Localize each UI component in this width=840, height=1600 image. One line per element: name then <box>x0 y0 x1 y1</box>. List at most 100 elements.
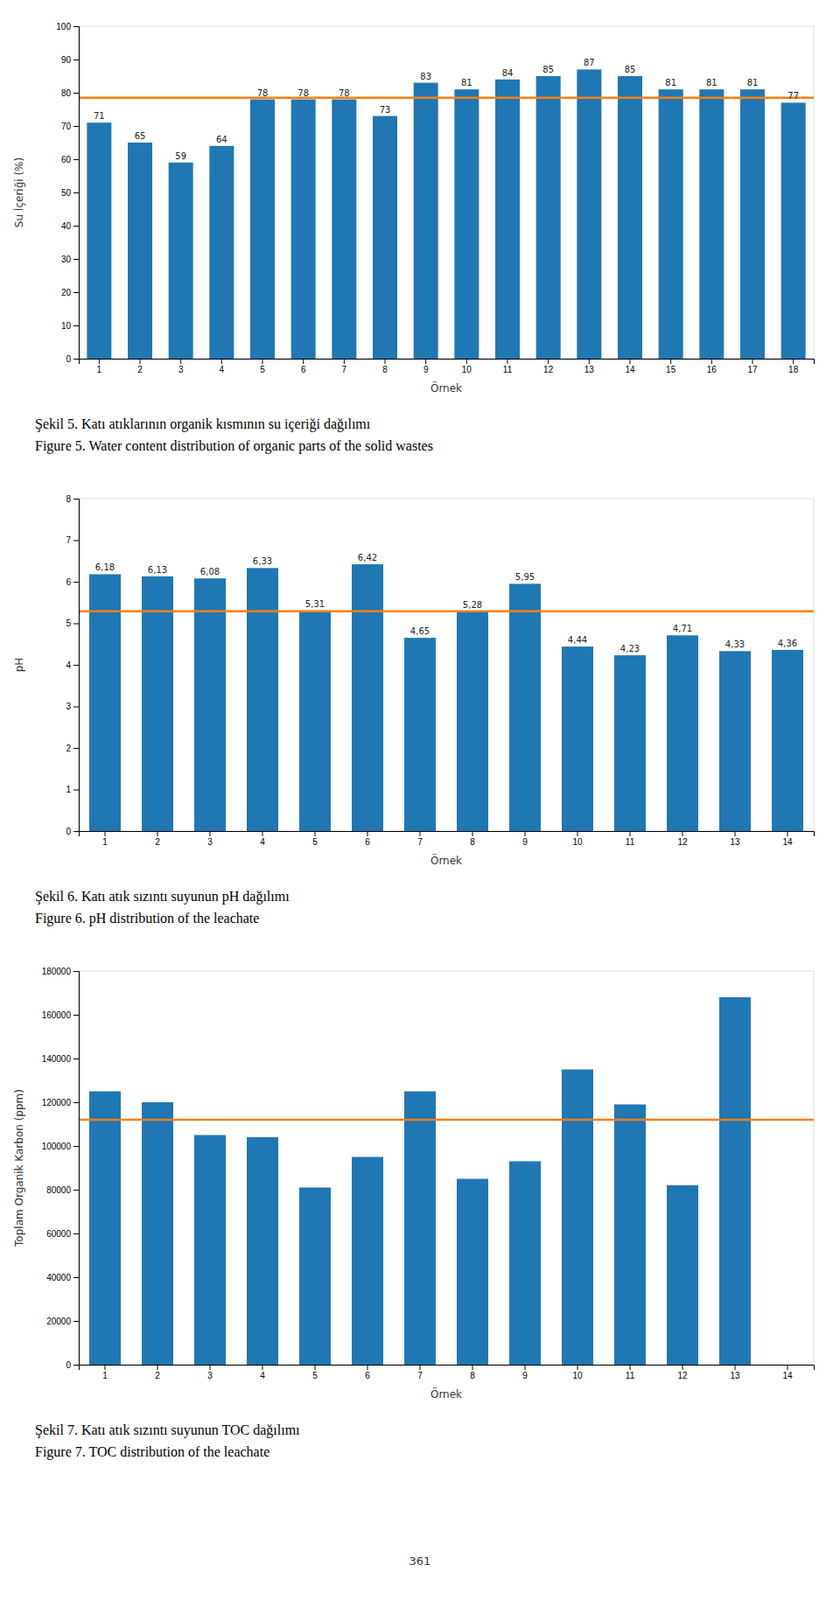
x-tick: 3 <box>207 1365 213 1381</box>
marks <box>78 564 814 832</box>
caption-title: Şekil 6. Katı atık sızıntı suyunun pH da… <box>35 889 290 905</box>
x-tick-label: 9 <box>522 1371 528 1381</box>
bar <box>250 99 275 359</box>
x-tick-mark <box>577 831 579 837</box>
bar <box>509 583 541 832</box>
data-label: 5,31 <box>305 599 325 609</box>
x-tick: 13 <box>584 358 595 375</box>
x-tick-mark <box>140 358 141 364</box>
x-tick: 5 <box>312 1365 318 1381</box>
x-tick-label: 13 <box>729 837 741 847</box>
data-label: 4,65 <box>410 626 430 637</box>
data-label: 4,23 <box>620 644 640 654</box>
x-tick: 9 <box>522 1365 528 1381</box>
y-tick: 0 <box>65 826 79 837</box>
x-tick-mark <box>630 358 631 364</box>
bar <box>719 651 751 832</box>
y-tick-label: 160000 <box>42 1010 72 1021</box>
x-tick: 7 <box>417 831 423 847</box>
data-label: 4,44 <box>567 635 588 645</box>
x-tick: 12 <box>677 831 688 847</box>
bar <box>771 650 804 832</box>
mean-line <box>78 609 814 613</box>
x-tick-label: 2 <box>154 1371 161 1381</box>
x-tick: 10 <box>462 358 473 375</box>
y-tick-mark <box>73 831 79 833</box>
x-tick-label: 16 <box>707 364 718 375</box>
bar <box>614 1105 646 1366</box>
axis-domain <box>79 1365 815 1372</box>
data-label: 64 <box>216 134 228 145</box>
y-tick-label: 0 <box>65 1360 71 1371</box>
x-tick-label: 5 <box>312 837 318 847</box>
axis-domain <box>79 832 815 838</box>
y-tick-label: 60000 <box>46 1229 71 1239</box>
y-tick-label: 3 <box>65 701 71 712</box>
y-tick-label: 100000 <box>42 1141 72 1152</box>
y-tick-label: 4 <box>65 660 71 671</box>
y-tick-mark <box>73 971 79 973</box>
x-tick: 14 <box>624 358 636 375</box>
y-axis: 012345678 <box>65 494 79 837</box>
axis-domain <box>73 499 80 833</box>
x-tick: 3 <box>207 831 213 847</box>
x-tick-label: 4 <box>259 837 266 847</box>
data-label: 77 <box>787 91 799 101</box>
y-tick-mark <box>73 581 79 583</box>
bar <box>740 89 765 359</box>
y-tick-mark <box>73 748 79 749</box>
data-label: 6,08 <box>200 567 220 577</box>
x-tick-mark <box>105 831 106 837</box>
x-tick: 9 <box>423 358 429 375</box>
x-tick-mark <box>262 1365 264 1371</box>
x-tick-label: 9 <box>522 837 528 847</box>
y-tick: 50 <box>61 188 79 198</box>
x-tick-mark <box>367 1365 369 1371</box>
x-tick-mark <box>682 1365 684 1371</box>
x-tick-label: 13 <box>729 1371 741 1381</box>
y-tick: 2 <box>65 743 79 754</box>
y-tick-mark <box>73 1146 79 1148</box>
x-tick-label: 11 <box>503 364 513 375</box>
y-tick-label: 0 <box>65 354 71 364</box>
data-label: 6,13 <box>147 565 168 575</box>
x-tick-mark <box>420 831 421 837</box>
y-tick-mark <box>73 26 79 28</box>
x-tick-mark <box>630 831 631 837</box>
bar <box>89 1092 121 1366</box>
x-tick: 1 <box>102 1365 108 1381</box>
y-tick: 160000 <box>42 1010 79 1021</box>
y-tick-mark <box>73 1058 79 1060</box>
x-tick: 10 <box>572 1365 583 1381</box>
x-tick-mark <box>157 1365 159 1371</box>
x-tick: 4 <box>219 358 225 375</box>
y-tick-mark <box>73 1277 79 1279</box>
data-label: 4,33 <box>725 639 745 650</box>
y-tick-mark <box>73 159 79 161</box>
bar <box>141 1102 174 1365</box>
bar <box>561 646 594 832</box>
page: 7165596478787873838184858785818181771234… <box>0 0 840 1600</box>
plot-frame <box>78 498 814 832</box>
y-tick-mark <box>73 1102 79 1104</box>
x-tick: 6 <box>301 358 307 375</box>
y-tick-label: 90 <box>61 55 72 65</box>
x-tick: 2 <box>154 831 161 847</box>
y-tick: 8 <box>65 494 79 504</box>
y-axis-title: Toplam Organik Karbon (ppm) <box>13 1089 26 1248</box>
bar <box>413 83 439 359</box>
y-tick: 100000 <box>42 1141 79 1152</box>
x-tick: 11 <box>625 1365 636 1381</box>
x-tick-label: 13 <box>584 364 595 375</box>
y-tick-label: 60 <box>61 154 72 165</box>
x-tick-mark <box>670 358 672 364</box>
x-tick: 4 <box>259 831 266 847</box>
x-tick: 8 <box>469 831 476 847</box>
x-tick-label: 7 <box>417 837 423 847</box>
y-tick-mark <box>73 1190 79 1191</box>
x-tick-label: 2 <box>154 837 161 847</box>
data-labels: 716559647878787383818485878581818177 <box>93 57 799 161</box>
x-tick-label: 2 <box>137 364 143 375</box>
y-tick: 40000 <box>46 1273 79 1283</box>
y-tick-mark <box>73 192 79 194</box>
